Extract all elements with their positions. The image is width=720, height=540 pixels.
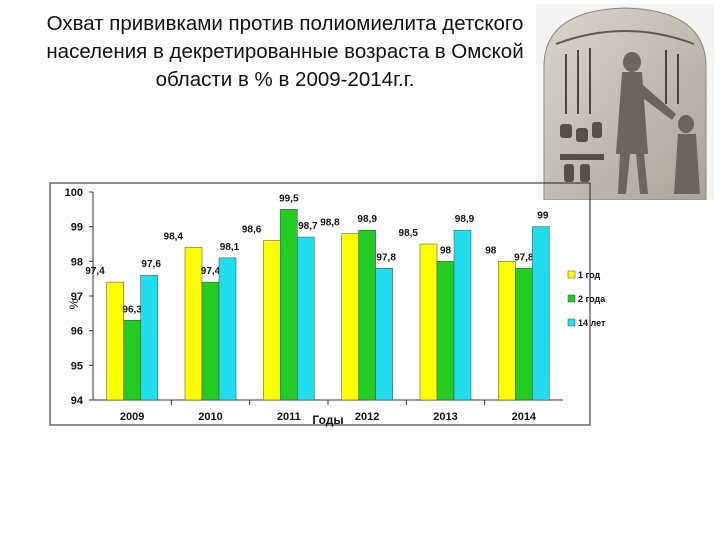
data-label-2014-series-2: 97,8 — [514, 252, 534, 263]
y-tick-label: 99 — [71, 222, 83, 234]
data-label-2010-series-2: 97,4 — [201, 266, 221, 277]
bar-2014-series-1 — [498, 261, 516, 401]
data-label-2010-series-3: 98,1 — [220, 242, 240, 253]
bar-2012-series-2 — [358, 229, 376, 401]
data-label-2014-series-3: 99 — [537, 211, 549, 222]
data-label-2013-series-3: 98,9 — [455, 214, 475, 225]
bar-2011-series-2 — [280, 209, 298, 401]
bar-2009-series-3 — [140, 274, 158, 401]
data-label-2012-series-1: 98,8 — [320, 218, 340, 229]
data-label-2009-series-3: 97,6 — [141, 259, 161, 270]
x-category-label: 2009 — [120, 411, 144, 423]
x-category-label: 2010 — [198, 411, 222, 423]
data-label-2012-series-2: 98,9 — [357, 214, 377, 225]
bar-2014-series-2 — [515, 268, 533, 401]
bar-2011-series-3 — [297, 236, 315, 401]
y-tick-label: 95 — [71, 360, 83, 372]
legend-label-1: 1 год — [578, 270, 601, 280]
data-label-2011-series-1: 98,6 — [242, 225, 262, 236]
data-label-2014-series-1: 98 — [485, 245, 497, 256]
data-label-2009-series-2: 96,3 — [122, 304, 142, 315]
legend-swatch-3 — [567, 318, 576, 327]
y-tick-label: 96 — [71, 326, 83, 338]
x-category-label: 2013 — [433, 411, 457, 423]
y-tick-label: 100 — [65, 187, 83, 199]
y-tick-label: 98 — [71, 256, 83, 268]
y-axis-label: % — [67, 298, 81, 309]
bar-2013-series-3 — [453, 229, 472, 401]
bar-2014-series-3 — [532, 226, 550, 401]
x-axis-label: Годы — [312, 413, 343, 427]
slide-title: Охват прививками против полиомиелита дет… — [46, 12, 524, 91]
bar-2010-series-2 — [201, 281, 220, 401]
data-label-2011-series-2: 99,5 — [279, 193, 299, 204]
y-tick-label: 94 — [71, 395, 84, 407]
bar-2010-series-3 — [218, 257, 237, 401]
bar-2012-series-3 — [375, 268, 393, 401]
x-category-label: 2011 — [277, 411, 301, 423]
data-label-2012-series-3: 97,8 — [376, 252, 396, 263]
data-label-2010-series-1: 98,4 — [164, 231, 184, 242]
y-tick-label: 97 — [71, 291, 83, 303]
bar-2009-series-1 — [106, 281, 124, 401]
bar-2010-series-1 — [184, 247, 203, 401]
data-label-2013-series-1: 98,5 — [399, 228, 419, 239]
bar-2013-series-1 — [419, 243, 438, 401]
data-label-2009-series-1: 97,4 — [85, 266, 105, 277]
bar-2009-series-2 — [123, 320, 141, 401]
legend-swatch-1 — [567, 270, 576, 279]
bar-2011-series-1 — [263, 240, 281, 401]
chart-frame — [49, 182, 591, 426]
bar-2012-series-1 — [341, 233, 359, 401]
legend-label-2: 2 года — [578, 294, 606, 304]
legend-label-3: 14 лет — [578, 318, 606, 328]
legend-swatch-2 — [567, 294, 576, 303]
egyptian-stele-relief-image — [536, 4, 714, 200]
data-label-2011-series-3: 98,7 — [298, 221, 318, 232]
x-category-label: 2012 — [355, 411, 379, 423]
bar-2013-series-2 — [436, 261, 455, 401]
data-label-2013-series-2: 98 — [440, 245, 452, 256]
x-category-label: 2014 — [512, 411, 537, 423]
